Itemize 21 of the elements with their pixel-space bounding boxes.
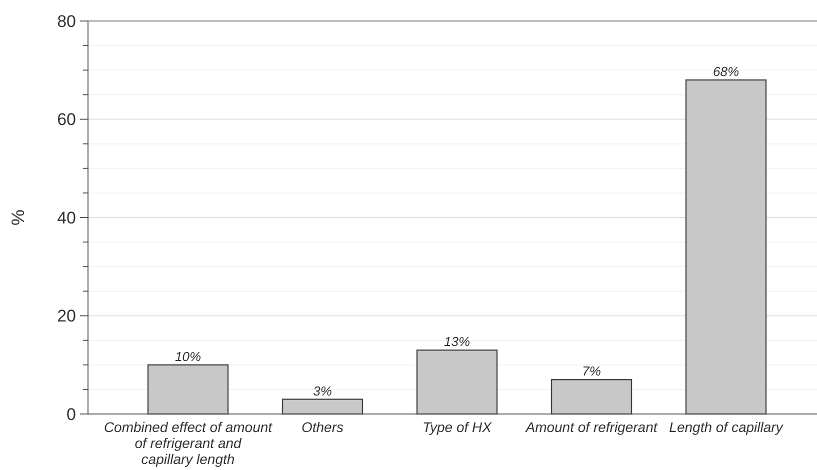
- y-tick-label: 80: [57, 12, 76, 31]
- y-tick-label: 0: [66, 404, 76, 424]
- x-tick-label: Combined effect of amount of refrigerant and capillary length: [104, 419, 274, 467]
- y-tick-label: 20: [57, 306, 76, 326]
- x-tick-label: Type of HX: [422, 419, 492, 435]
- y-tick-label: 40: [57, 208, 76, 228]
- data-label: 13%: [444, 334, 470, 350]
- data-label: 68%: [712, 64, 740, 79]
- data-label: 3%: [313, 383, 332, 398]
- y-tick-label: 60: [57, 110, 76, 130]
- bar: [282, 398, 364, 415]
- data-label: 7%: [582, 364, 601, 379]
- x-tick-label: Others: [301, 419, 344, 435]
- bar: [147, 364, 229, 415]
- bar: [550, 379, 632, 415]
- data-label: 10%: [174, 348, 202, 364]
- x-tick-label: Amount of refrigerant: [524, 419, 658, 435]
- y-axis-title: %: [8, 209, 28, 226]
- bar: [685, 79, 767, 415]
- x-tick-label: Length of capillary: [669, 419, 784, 435]
- bar: [416, 350, 498, 415]
